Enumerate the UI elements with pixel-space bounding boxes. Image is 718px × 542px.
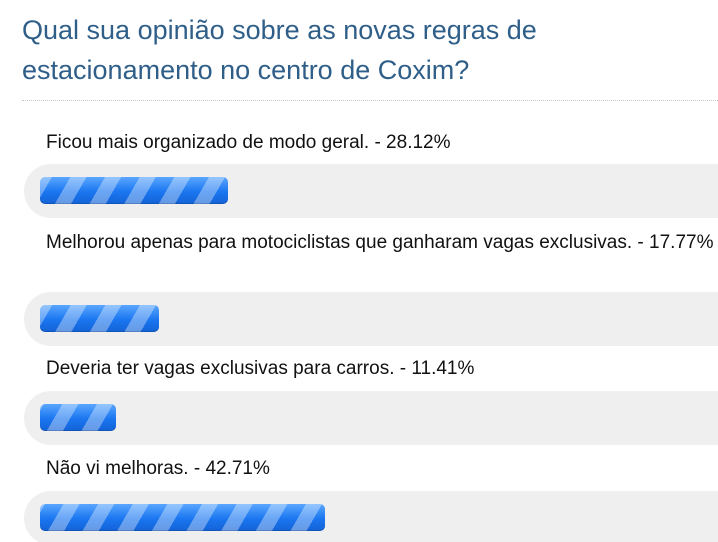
poll-option: Ficou mais organizado de modo geral. - 2… [22,128,718,218]
poll-question: Qual sua opinião sobre as novas regras d… [22,15,537,85]
result-bar [40,177,228,204]
result-bar [40,404,117,431]
result-track [24,164,718,218]
result-track [24,391,718,445]
option-label: Deveria ter vagas exclusivas para carros… [46,358,475,379]
poll-option: Deveria ter vagas exclusivas para carros… [22,354,718,445]
option-label: Não vi melhoras. - 42.71% [46,458,270,479]
option-label: Ficou mais organizado de modo geral. - 2… [46,132,451,153]
result-bar [40,504,326,531]
poll-option: Não vi melhoras. - 42.71% [22,454,718,542]
poll-option: Melhorou apenas para motociclistas que g… [22,228,718,346]
result-track [24,491,718,542]
result-track [24,292,718,346]
title-divider [22,100,718,101]
option-label: Melhorou apenas para motociclistas que g… [46,232,714,253]
result-bar [40,305,159,332]
